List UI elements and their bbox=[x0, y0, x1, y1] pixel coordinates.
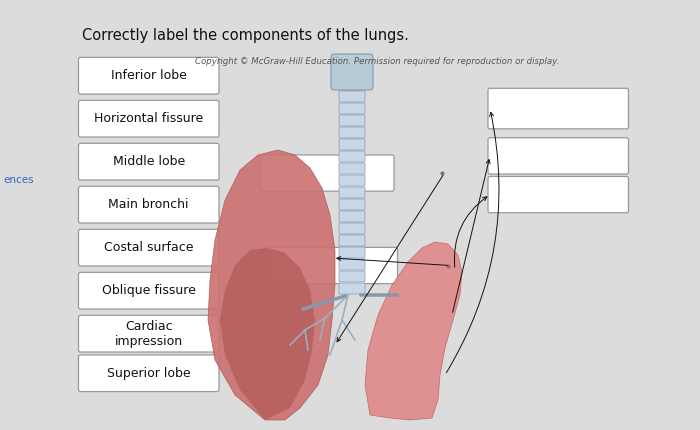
Text: Horizontal fissure: Horizontal fissure bbox=[94, 112, 204, 125]
FancyBboxPatch shape bbox=[339, 139, 365, 150]
Text: Oblique fissure: Oblique fissure bbox=[102, 284, 196, 297]
Text: Superior lobe: Superior lobe bbox=[107, 367, 190, 380]
FancyBboxPatch shape bbox=[339, 91, 365, 102]
Text: ences: ences bbox=[3, 175, 34, 185]
FancyBboxPatch shape bbox=[339, 187, 365, 198]
FancyBboxPatch shape bbox=[339, 115, 365, 126]
Text: Cardiac
impression: Cardiac impression bbox=[115, 319, 183, 348]
FancyBboxPatch shape bbox=[78, 355, 219, 392]
FancyBboxPatch shape bbox=[78, 143, 219, 180]
FancyBboxPatch shape bbox=[339, 127, 365, 138]
FancyBboxPatch shape bbox=[339, 199, 365, 210]
FancyBboxPatch shape bbox=[339, 151, 365, 162]
Polygon shape bbox=[365, 242, 462, 420]
FancyBboxPatch shape bbox=[78, 272, 219, 309]
Polygon shape bbox=[208, 150, 335, 420]
FancyBboxPatch shape bbox=[488, 138, 629, 174]
Polygon shape bbox=[220, 248, 315, 420]
FancyBboxPatch shape bbox=[78, 229, 219, 266]
FancyBboxPatch shape bbox=[488, 176, 629, 213]
FancyBboxPatch shape bbox=[78, 100, 219, 137]
FancyBboxPatch shape bbox=[339, 175, 365, 186]
Text: Middle lobe: Middle lobe bbox=[113, 155, 185, 168]
FancyBboxPatch shape bbox=[331, 54, 373, 90]
FancyBboxPatch shape bbox=[339, 103, 365, 114]
Text: Copyright © McGraw-Hill Education. Permission required for reproduction or displ: Copyright © McGraw-Hill Education. Permi… bbox=[195, 57, 559, 66]
FancyBboxPatch shape bbox=[339, 271, 365, 282]
FancyBboxPatch shape bbox=[339, 247, 365, 258]
FancyBboxPatch shape bbox=[260, 155, 394, 191]
Text: Inferior lobe: Inferior lobe bbox=[111, 69, 187, 82]
Text: Costal surface: Costal surface bbox=[104, 241, 193, 254]
FancyBboxPatch shape bbox=[339, 259, 365, 270]
FancyBboxPatch shape bbox=[339, 235, 365, 246]
FancyBboxPatch shape bbox=[78, 315, 219, 352]
FancyBboxPatch shape bbox=[78, 186, 219, 223]
FancyBboxPatch shape bbox=[264, 247, 398, 284]
FancyBboxPatch shape bbox=[78, 57, 219, 94]
FancyBboxPatch shape bbox=[339, 223, 365, 234]
Text: Correctly label the components of the lungs.: Correctly label the components of the lu… bbox=[82, 28, 409, 43]
FancyBboxPatch shape bbox=[339, 283, 365, 294]
FancyBboxPatch shape bbox=[339, 211, 365, 222]
FancyBboxPatch shape bbox=[339, 163, 365, 174]
FancyBboxPatch shape bbox=[339, 79, 365, 90]
Text: Main bronchi: Main bronchi bbox=[108, 198, 189, 211]
FancyBboxPatch shape bbox=[488, 88, 629, 129]
